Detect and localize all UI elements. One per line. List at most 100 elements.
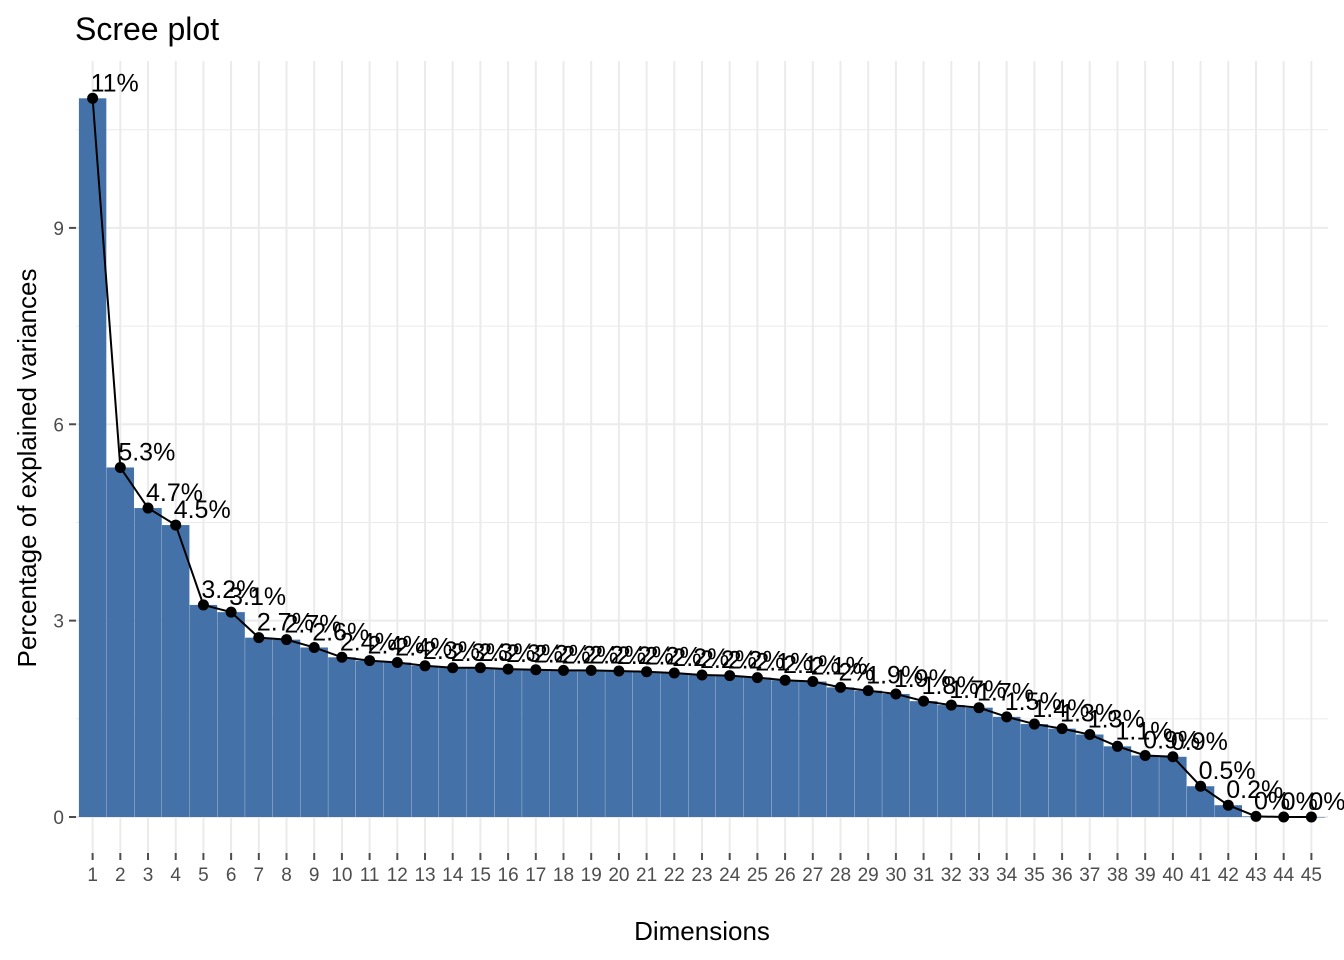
data-point xyxy=(585,664,597,676)
x-tick-label: 27 xyxy=(802,865,823,886)
y-tick-label: 0 xyxy=(53,808,64,829)
data-label: 2.7% xyxy=(285,611,342,639)
data-label: 2.2% xyxy=(562,641,619,669)
data-label: 11% xyxy=(91,69,139,97)
chart-title: Scree plot xyxy=(75,11,219,47)
data-label: 1.9% xyxy=(894,665,951,693)
data-label: 2.3% xyxy=(506,640,563,668)
data-label: 1.3% xyxy=(1088,706,1145,734)
data-point xyxy=(558,664,570,676)
data-point xyxy=(1305,811,1317,823)
x-tick-label: 21 xyxy=(636,865,657,886)
x-tick-label: 35 xyxy=(1024,865,1045,886)
data-point xyxy=(364,655,376,667)
bar xyxy=(1048,728,1076,817)
data-point xyxy=(668,667,680,679)
x-tick-label: 20 xyxy=(608,865,629,886)
x-tick-label: 36 xyxy=(1052,865,1073,886)
points xyxy=(87,92,1317,823)
data-label: 1.1% xyxy=(1115,717,1172,745)
x-tick-label: 26 xyxy=(775,865,796,886)
data-label: 2.2% xyxy=(700,646,757,674)
x-tick-label: 34 xyxy=(996,865,1018,886)
bar xyxy=(466,667,495,817)
data-label: 2% xyxy=(838,658,874,686)
x-tick-label: 3 xyxy=(143,865,154,886)
data-label: 2.3% xyxy=(478,639,535,667)
data-label: 4.7% xyxy=(146,479,203,507)
x-tick-label: 43 xyxy=(1245,865,1266,886)
y-axis: 0 3 6 9 xyxy=(53,219,76,829)
x-tick-label: 30 xyxy=(885,865,906,886)
data-point xyxy=(1222,799,1234,811)
x-tick-label: 18 xyxy=(553,865,574,886)
data-label: 4.5% xyxy=(174,496,231,524)
data-label: 0.2% xyxy=(1226,776,1283,804)
x-tick-label: 37 xyxy=(1079,865,1100,886)
bar xyxy=(1131,755,1159,817)
bar xyxy=(134,508,162,817)
data-point xyxy=(419,660,431,672)
data-label: 1.9% xyxy=(866,662,923,690)
data-point xyxy=(1001,711,1013,723)
bar xyxy=(632,671,661,817)
data-label: 1.4% xyxy=(1032,695,1089,723)
bar xyxy=(882,693,910,817)
bar xyxy=(688,674,716,817)
x-tick-label: 17 xyxy=(525,865,546,886)
bar xyxy=(577,670,605,817)
bar xyxy=(411,665,439,817)
x-tick-label: 5 xyxy=(198,865,209,886)
data-point xyxy=(1084,729,1096,741)
data-label: 2.4% xyxy=(395,634,452,662)
data-label: 2.2% xyxy=(534,641,591,669)
x-axis: 1 2 3 4 5 6 7 8 9 10 11 12 13 14 15 16 17 18 19 20 21 22 23 24 2… xyxy=(87,853,1322,886)
y-tick-label: 3 xyxy=(53,612,64,633)
data-label: 2.3% xyxy=(451,639,508,667)
x-tick-label: 22 xyxy=(664,865,685,886)
bar xyxy=(300,647,328,817)
bar xyxy=(992,716,1021,817)
bar xyxy=(605,671,633,817)
data-point xyxy=(447,662,459,674)
data-label: 1.7% xyxy=(949,676,1006,704)
data-point xyxy=(1195,780,1207,792)
data-label: 1.5% xyxy=(1005,688,1062,716)
data-label: 2.1% xyxy=(783,651,840,679)
x-tick-label: 14 xyxy=(442,865,464,886)
data-label: 1.3% xyxy=(1060,700,1117,728)
bar xyxy=(189,604,218,817)
data-point xyxy=(170,519,182,531)
bar xyxy=(660,673,689,817)
x-tick-label: 42 xyxy=(1218,865,1239,886)
data-point xyxy=(890,688,902,700)
bar xyxy=(494,669,522,817)
x-tick-label: 6 xyxy=(226,865,237,886)
x-tick-label: 15 xyxy=(470,865,491,886)
x-tick-label: 40 xyxy=(1162,865,1183,886)
bar xyxy=(522,669,550,817)
data-point xyxy=(862,685,874,697)
x-tick-label: 13 xyxy=(414,865,435,886)
data-label: 2.6% xyxy=(312,618,369,646)
data-label: 2.2% xyxy=(617,642,674,670)
data-point xyxy=(142,502,154,514)
x-tick-label: 1 xyxy=(87,865,98,886)
x-tick-label: 16 xyxy=(498,865,519,886)
x-tick-label: 38 xyxy=(1107,865,1128,886)
data-label: 0.5% xyxy=(1199,757,1256,785)
x-tick-label: 19 xyxy=(581,865,602,886)
y-tick-label: 9 xyxy=(53,219,64,240)
bar xyxy=(106,467,135,817)
data-label: 2.2% xyxy=(728,647,785,675)
data-point xyxy=(1278,811,1290,823)
data-point xyxy=(474,662,486,674)
data-point xyxy=(918,695,930,707)
bar xyxy=(743,677,772,817)
data-point xyxy=(336,651,348,663)
x-tick-label: 2 xyxy=(115,865,126,886)
data-labels: 11%5.3%4.7%4.5%3.2%3.1%2.7%2.7%2.6%2.4%2… xyxy=(91,69,1344,816)
bar xyxy=(328,657,356,817)
bar xyxy=(549,670,578,817)
